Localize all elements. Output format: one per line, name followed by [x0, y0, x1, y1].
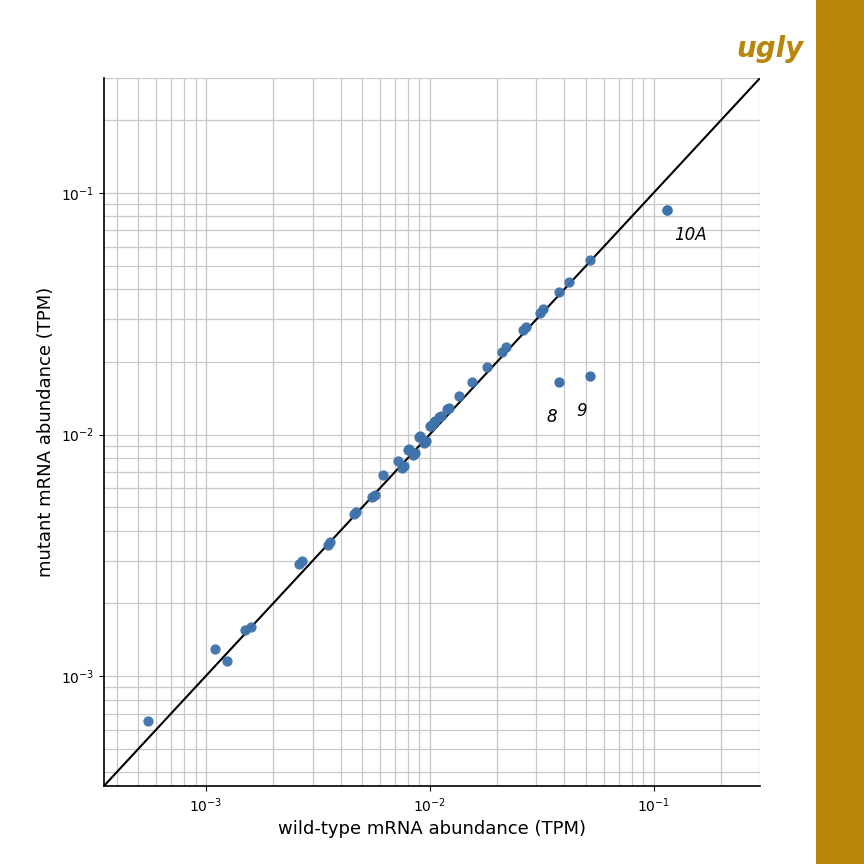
- Text: 10A: 10A: [675, 226, 708, 245]
- Point: [434, 410, 448, 423]
- Point: [208, 642, 222, 656]
- Point: [416, 436, 430, 450]
- Point: [583, 252, 597, 266]
- Point: [406, 448, 420, 462]
- Point: [141, 715, 155, 728]
- Point: [583, 369, 597, 383]
- Point: [391, 454, 404, 467]
- Point: [395, 461, 409, 474]
- Point: [552, 375, 566, 389]
- Point: [245, 619, 258, 633]
- Text: 8: 8: [546, 409, 556, 427]
- Point: [660, 203, 674, 217]
- Point: [428, 415, 442, 429]
- Point: [432, 410, 446, 424]
- Point: [292, 557, 306, 571]
- Point: [412, 429, 426, 443]
- Point: [466, 375, 480, 389]
- Point: [407, 448, 421, 461]
- Point: [423, 418, 437, 432]
- Point: [516, 323, 530, 337]
- Point: [429, 414, 442, 428]
- Point: [480, 360, 493, 374]
- Point: [397, 460, 411, 473]
- Point: [452, 389, 466, 403]
- Point: [419, 434, 433, 448]
- Point: [562, 275, 576, 289]
- Text: 9: 9: [576, 403, 588, 420]
- Point: [238, 623, 252, 637]
- Point: [323, 535, 337, 549]
- Point: [552, 285, 566, 299]
- Point: [365, 491, 378, 505]
- Y-axis label: mutant mRNA abundance (TPM): mutant mRNA abundance (TPM): [37, 287, 55, 577]
- Point: [349, 505, 363, 518]
- Point: [403, 442, 416, 456]
- Point: [519, 320, 533, 334]
- Point: [376, 468, 390, 482]
- Text: ugly: ugly: [736, 35, 804, 62]
- Point: [347, 507, 361, 521]
- Point: [401, 443, 415, 457]
- Point: [499, 340, 513, 354]
- Point: [424, 417, 438, 431]
- Point: [414, 429, 428, 442]
- Point: [422, 420, 436, 434]
- X-axis label: wild-type mRNA abundance (TPM): wild-type mRNA abundance (TPM): [278, 820, 586, 838]
- Point: [442, 401, 456, 415]
- Point: [295, 554, 309, 568]
- Point: [660, 203, 674, 217]
- Point: [368, 488, 382, 502]
- Point: [533, 306, 547, 320]
- Point: [417, 435, 431, 449]
- Point: [495, 345, 509, 359]
- Point: [321, 537, 334, 551]
- Point: [220, 655, 234, 669]
- Point: [536, 302, 550, 316]
- Point: [408, 446, 422, 460]
- Point: [441, 402, 454, 416]
